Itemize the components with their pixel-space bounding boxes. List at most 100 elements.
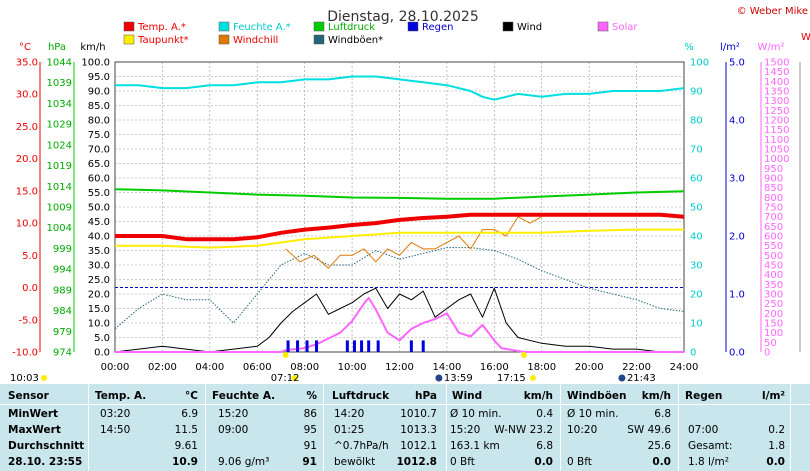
- table-cell: 07:00: [688, 424, 719, 436]
- table-cell: 09:00: [218, 424, 249, 436]
- weather-chart: Dienstag, 28.10.2025 © Weber Mike Temp. …: [10, 6, 810, 384]
- tick-wind: 15.0: [88, 304, 110, 315]
- tick-rain: 5.0: [729, 58, 745, 69]
- rain-bar: [409, 340, 413, 352]
- legend-swatch: [407, 21, 419, 32]
- legend-swatch: [313, 34, 325, 45]
- tick-temp: 5.0: [22, 251, 38, 262]
- rain-bar: [360, 340, 364, 352]
- table-header: km/h: [641, 390, 671, 402]
- tick-pressure: 979: [53, 327, 72, 338]
- sunrise-icon: [291, 375, 298, 381]
- table-divider: [446, 384, 447, 471]
- table-cell: Ø 10 min.: [567, 408, 619, 420]
- tick-pressure: 1029: [47, 120, 72, 131]
- tick-solar: 1250: [764, 106, 789, 117]
- tick-wind: 95.0: [88, 72, 110, 83]
- tick-temp: -5.0: [18, 315, 38, 326]
- tick-solar: 1200: [764, 116, 789, 127]
- tick-wind: 5.0: [94, 333, 110, 344]
- table-value: 1012.8: [396, 456, 437, 468]
- table-row-label: 28.10. 23:55: [8, 456, 83, 468]
- table-cell: Gesamt:: [688, 440, 733, 452]
- table-row-label: MinWert: [8, 408, 59, 420]
- table-cell: ^0.7hPa/h: [334, 440, 389, 452]
- tick-pressure: 984: [53, 306, 72, 317]
- table-value: 1013.3: [400, 424, 437, 436]
- legend-label: Temp. A.*: [137, 22, 186, 33]
- table-header: km/h: [523, 390, 553, 402]
- tick-temp: 20.0: [16, 154, 38, 165]
- tick-wind: 20.0: [88, 290, 110, 301]
- rain-bar: [352, 340, 356, 352]
- table-value: 10.9: [172, 456, 198, 468]
- tick-solar: 450: [764, 261, 783, 272]
- table-header: Wind: [452, 390, 483, 402]
- tick-humidity: 30: [690, 261, 703, 272]
- unit-rain: l/m²: [720, 42, 740, 53]
- annotation-time: 17:15: [497, 373, 526, 384]
- table-value: 95: [303, 424, 317, 436]
- tick-wind: 45.0: [88, 217, 110, 228]
- tick-solar: 950: [764, 164, 783, 175]
- table-divider: [323, 384, 324, 471]
- unit-solar: W/m²: [757, 42, 784, 53]
- legend-swatch: [218, 34, 230, 45]
- tick-solar: 0: [764, 348, 770, 359]
- tick-solar: 850: [764, 183, 783, 194]
- tick-rain: 2.0: [729, 232, 745, 243]
- tick-temp: 30.0: [16, 90, 38, 101]
- tick-solar: 700: [764, 212, 783, 223]
- sunset-marker: [520, 352, 527, 358]
- tick-temp: 0.0: [22, 283, 38, 294]
- table-value: 1.8: [768, 440, 785, 452]
- tick-x: 02:00: [148, 362, 177, 373]
- annotation-time: 21:43: [627, 373, 656, 384]
- grid: [114, 61, 685, 353]
- moonset-icon: [435, 374, 443, 382]
- table-divider: [560, 384, 561, 471]
- table-cell: 10:20: [567, 424, 598, 436]
- legend-label: Luftdruck: [328, 22, 375, 33]
- tick-wind: 80.0: [88, 116, 110, 127]
- table-value: 6.8: [654, 408, 671, 420]
- tick-pressure: 989: [53, 285, 72, 296]
- tick-pressure: 974: [53, 348, 72, 359]
- tick-humidity: 0: [690, 348, 696, 359]
- tick-pressure: 1034: [47, 99, 72, 110]
- table-cell: Ø 10 min.: [450, 408, 502, 420]
- annotation-time: 10:03: [10, 373, 39, 384]
- unit-wind: km/h: [80, 42, 105, 53]
- tick-solar: 600: [764, 232, 783, 243]
- legend-swatch: [123, 34, 135, 45]
- legend-swatch: [502, 21, 514, 32]
- tick-solar: 1400: [764, 77, 789, 88]
- axis-units: °C hPa km/h % l/m² W/m² W: [19, 32, 810, 53]
- tick-x: 12:00: [385, 362, 414, 373]
- tick-solar: 350: [764, 280, 783, 291]
- tick-x: 20:00: [575, 362, 604, 373]
- table-cell: 14:50: [100, 424, 131, 436]
- tick-rain: 0.0: [729, 348, 745, 359]
- tick-humidity: 60: [690, 174, 703, 185]
- table-divider: [88, 384, 89, 471]
- table-value: 11.5: [174, 424, 198, 436]
- series-line-luftdruck: [114, 188, 685, 200]
- legend-label: Wind: [517, 22, 542, 33]
- table-value: 6.8: [536, 440, 553, 452]
- table-cell: 01:25: [334, 424, 365, 436]
- table-cell: 163.1 km: [450, 440, 500, 452]
- tick-humidity: 20: [690, 290, 703, 301]
- table-value: 9.61: [174, 440, 198, 452]
- legend-label: Windböen*: [328, 35, 383, 46]
- legend-label: Feuchte A.*: [233, 22, 291, 33]
- table-value: 0.2: [768, 424, 785, 436]
- table-header: Temp. A.: [95, 390, 147, 402]
- tick-solar: 750: [764, 203, 783, 214]
- tick-temp: -10.0: [12, 348, 38, 359]
- tick-wind: 100.0: [81, 58, 110, 69]
- legend-label: Solar: [612, 22, 638, 33]
- unit-pressure: hPa: [48, 42, 66, 53]
- tick-rain: 1.0: [729, 290, 745, 301]
- table-header: %: [306, 390, 317, 402]
